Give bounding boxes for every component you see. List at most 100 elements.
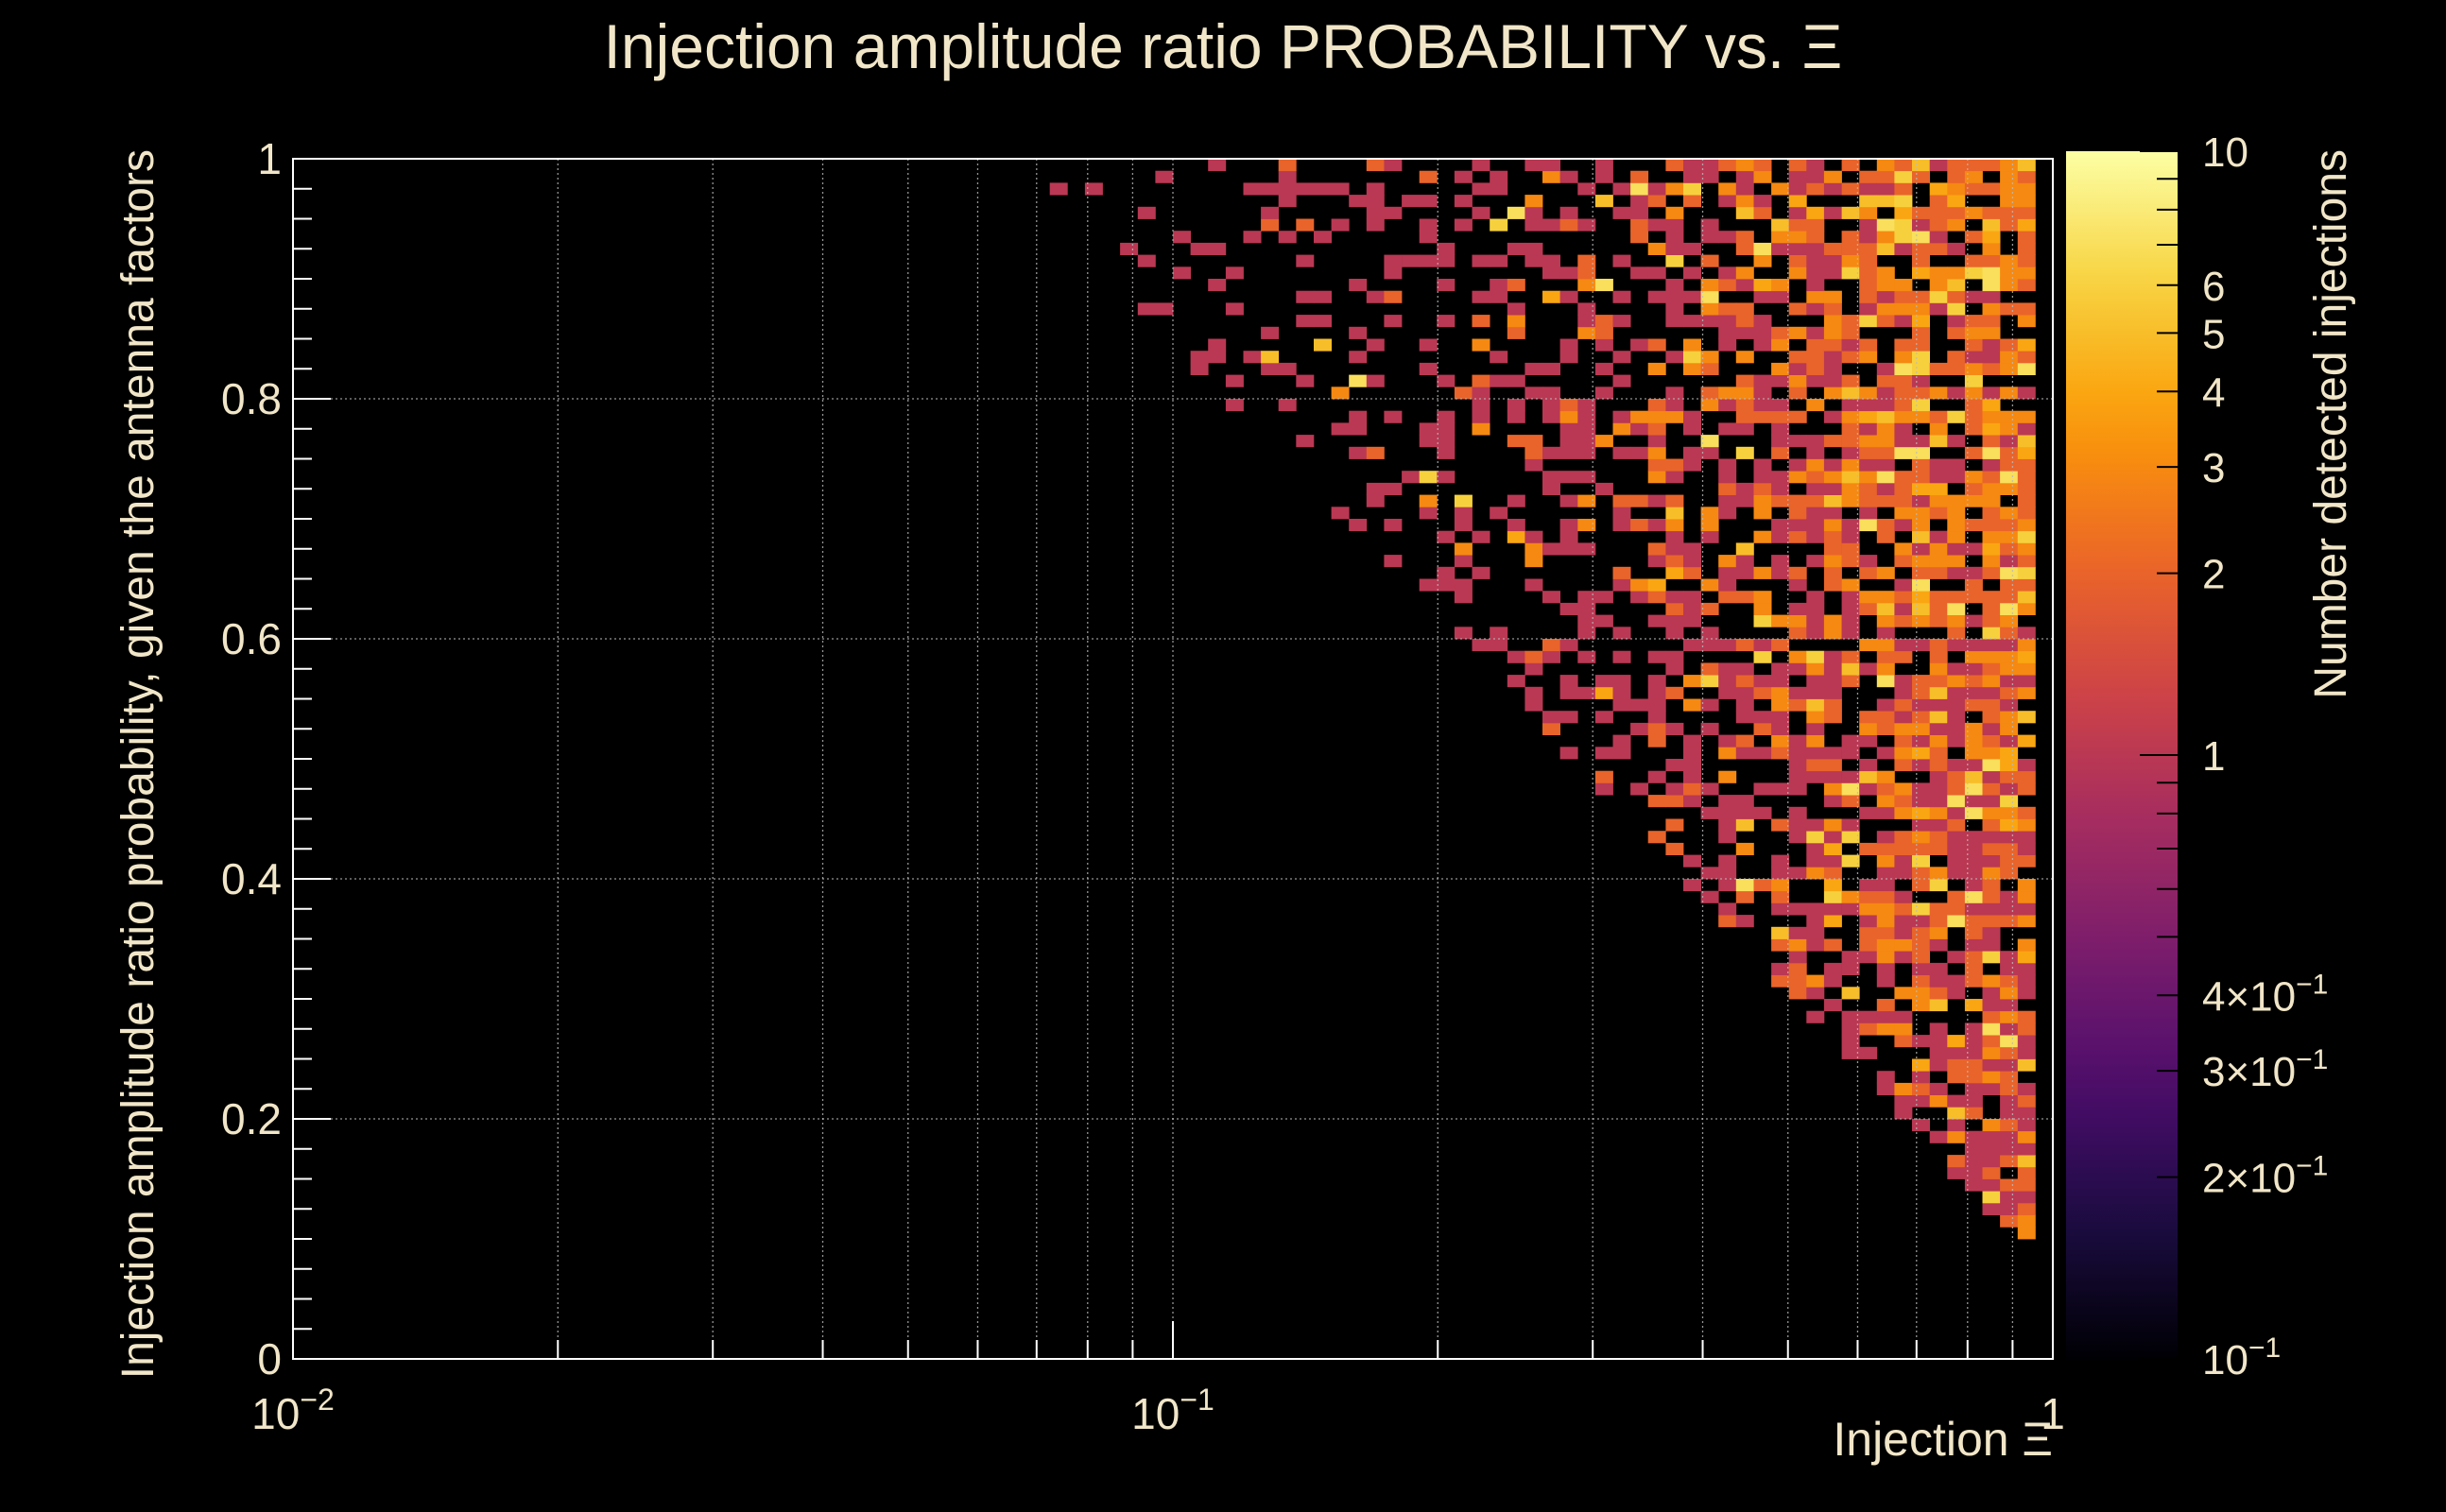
heatmap-cell: [1788, 507, 1807, 520]
heatmap-cell: [1753, 195, 1772, 208]
heatmap-cell: [1718, 315, 1737, 328]
heatmap-cell: [1912, 1119, 1930, 1132]
heatmap-cell: [2000, 639, 2019, 652]
heatmap-cell: [1947, 519, 1966, 532]
heatmap-cell: [1524, 662, 1543, 676]
heatmap-cell: [1454, 195, 1473, 208]
heatmap-cell: [1806, 842, 1825, 855]
heatmap-cell: [2000, 302, 2019, 316]
heatmap-cell: [1947, 218, 1966, 232]
heatmap-cell: [1683, 338, 1701, 352]
heatmap-cell: [1524, 542, 1543, 556]
heatmap-cell: [1876, 627, 1895, 640]
heatmap-cell: [1735, 842, 1754, 855]
heatmap-cell: [1788, 867, 1807, 880]
heatmap-cell: [1947, 290, 1966, 303]
heatmap-cell: [1859, 711, 1878, 724]
heatmap-cell: [1630, 170, 1649, 183]
heatmap-cell: [1964, 591, 1983, 604]
heatmap-cell: [2000, 795, 2019, 808]
heatmap-cell: [1665, 627, 1684, 640]
heatmap-cell: [1155, 302, 1174, 316]
heatmap-cell: [1472, 399, 1490, 412]
heatmap-cell: [1612, 686, 1631, 699]
heatmap-cell: [1594, 711, 1613, 724]
heatmap-cell: [1964, 867, 1983, 880]
heatmap-cell: [1912, 242, 1930, 255]
heatmap-cell: [1964, 254, 1983, 267]
heatmap-cell: [1964, 494, 1983, 507]
heatmap-cell: [2000, 507, 2019, 520]
heatmap-cell: [2017, 471, 2036, 484]
heatmap-cell: [1753, 206, 1772, 219]
heatmap-cell: [1577, 435, 1596, 448]
heatmap-cell: [1771, 494, 1790, 507]
heatmap-cell: [1278, 231, 1297, 244]
heatmap-cell: [1894, 494, 1913, 507]
heatmap-cell: [1735, 482, 1754, 495]
heatmap-cell: [2017, 662, 2036, 676]
y-tick-label: 0.2: [221, 1094, 282, 1143]
heatmap-cell: [2017, 951, 2036, 964]
heatmap-cell: [1859, 915, 1878, 928]
heatmap-cell: [1314, 315, 1332, 328]
heatmap-cell: [1964, 639, 1983, 652]
heatmap-cell: [1771, 218, 1790, 232]
heatmap-cell: [1612, 734, 1631, 747]
heatmap-cell: [1912, 458, 1930, 472]
heatmap-cell: [1788, 218, 1807, 232]
heatmap-cell: [1771, 902, 1790, 916]
heatmap-cell: [1964, 578, 1983, 592]
heatmap-cell: [1753, 458, 1772, 472]
heatmap-cell: [1384, 266, 1403, 280]
heatmap-cell: [1665, 519, 1684, 532]
heatmap-cell: [1823, 795, 1842, 808]
heatmap-cell: [1841, 1035, 1860, 1048]
heatmap-cell: [1912, 435, 1930, 448]
heatmap-cell: [1823, 435, 1842, 448]
heatmap-cell: [1647, 675, 1666, 688]
heatmap-cell: [1771, 675, 1790, 688]
heatmap-cell: [1735, 662, 1754, 676]
heatmap-cell: [1665, 555, 1684, 568]
heatmap-cell: [1735, 555, 1754, 568]
heatmap-cell: [2017, 1119, 2036, 1132]
heatmap-cell: [1524, 555, 1543, 568]
heatmap-cell: [1894, 591, 1913, 604]
heatmap-cell: [1225, 266, 1244, 280]
heatmap-cell: [1894, 734, 1913, 747]
heatmap-cell: [1665, 722, 1684, 735]
heatmap-cell: [1806, 938, 1825, 952]
heatmap-cell: [1841, 747, 1860, 760]
heatmap-cell: [1735, 387, 1754, 400]
heatmap-cell: [1876, 435, 1895, 448]
heatmap-cell: [1771, 446, 1790, 459]
heatmap-cell: [1859, 315, 1878, 328]
heatmap-cell: [1947, 302, 1966, 316]
heatmap-cell: [1947, 507, 1966, 520]
heatmap-cell: [1665, 759, 1684, 772]
heatmap-cell: [1823, 831, 1842, 844]
heatmap-cell: [1771, 722, 1790, 735]
heatmap-cell: [1735, 591, 1754, 604]
heatmap-cell: [1894, 854, 1913, 868]
heatmap-cell: [1577, 627, 1596, 640]
heatmap-cell: [1912, 842, 1930, 855]
heatmap-cell: [2017, 1046, 2036, 1059]
heatmap-cell: [1490, 374, 1508, 387]
heatmap-cell: [1665, 387, 1684, 400]
heatmap-cell: [1841, 987, 1860, 1000]
heatmap-cell: [1190, 351, 1209, 364]
heatmap-cell: [1559, 494, 1578, 507]
heatmap-cell: [1577, 602, 1596, 615]
heatmap-cell: [1683, 854, 1701, 868]
heatmap-cell: [2000, 770, 2019, 783]
heatmap-cell: [1454, 494, 1473, 507]
heatmap-cell: [1947, 1071, 1966, 1084]
heatmap-cell: [1912, 254, 1930, 267]
heatmap-cell: [1929, 206, 1948, 219]
heatmap-cell: [1982, 471, 2001, 484]
heatmap-cell: [1876, 362, 1895, 375]
heatmap-cell: [1982, 1022, 2001, 1036]
heatmap-cell: [1753, 675, 1772, 688]
